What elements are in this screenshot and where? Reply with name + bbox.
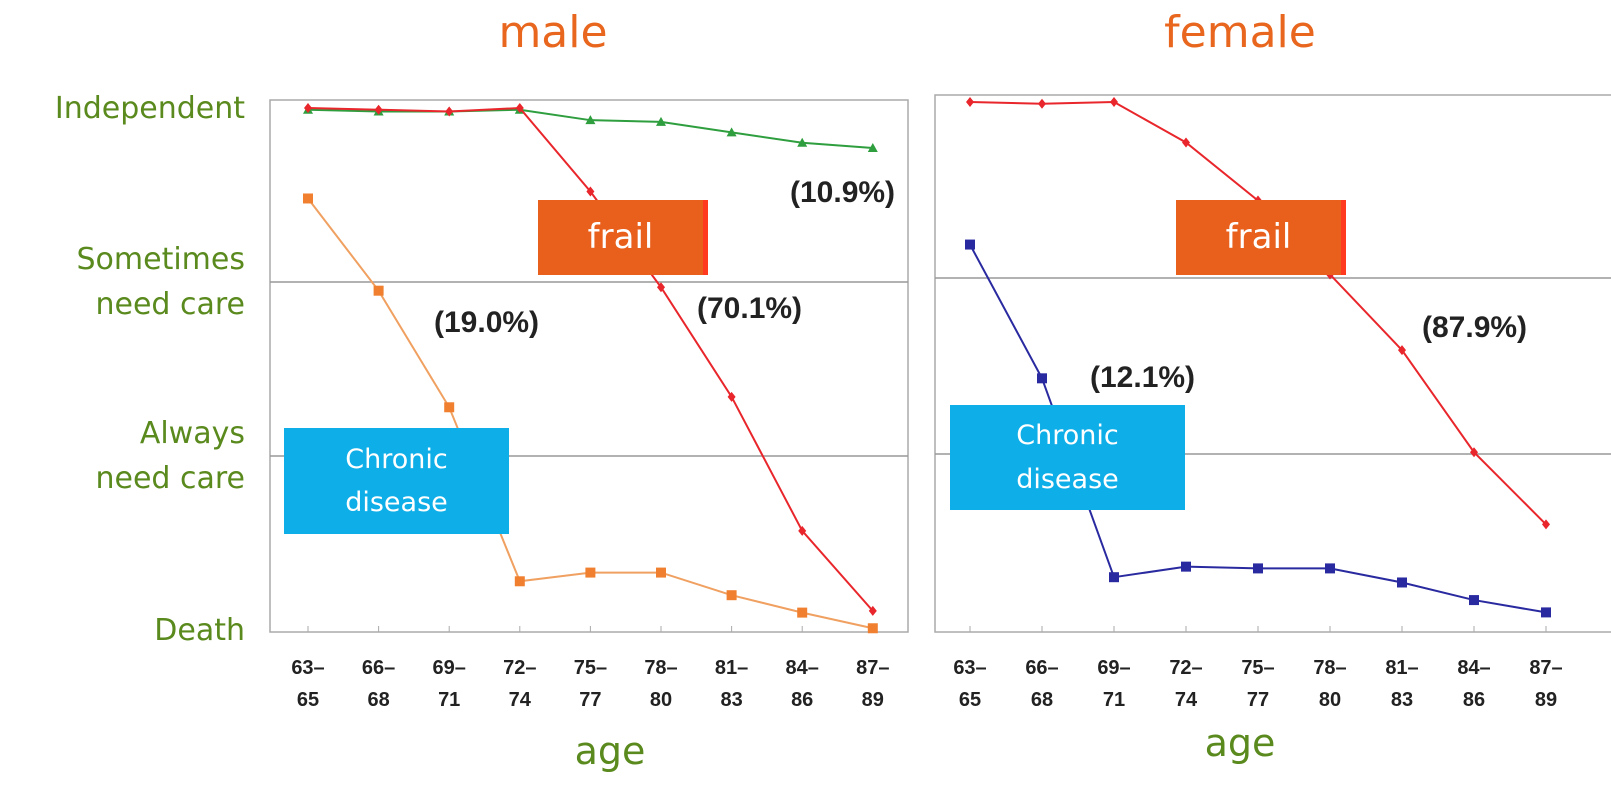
y-tick-label: Sometimes need care xyxy=(76,242,246,322)
point xyxy=(1110,97,1118,107)
x-tick-label: 69–71 xyxy=(1097,657,1131,711)
point xyxy=(868,605,877,616)
annotation: Chronic disease xyxy=(950,405,1185,510)
point xyxy=(867,623,878,634)
point xyxy=(1181,561,1191,572)
point xyxy=(657,282,665,293)
point xyxy=(585,115,596,125)
point xyxy=(1253,563,1263,574)
plot-frame xyxy=(269,99,909,633)
point xyxy=(797,607,808,618)
point xyxy=(867,143,878,153)
point xyxy=(1037,373,1047,384)
x-tick-label: 87–89 xyxy=(1529,657,1563,711)
annotation: (10.9%) xyxy=(790,176,896,209)
x-tick-label: 81–83 xyxy=(714,657,749,711)
point xyxy=(1325,563,1335,574)
y-tick-label: Death xyxy=(154,612,245,648)
point xyxy=(1542,519,1550,530)
chart-title: female xyxy=(1164,7,1316,58)
annotation: frail xyxy=(1176,200,1346,275)
x-tick-label: 81–83 xyxy=(1385,657,1419,711)
x-axis-label: age xyxy=(1204,721,1276,765)
point xyxy=(726,590,737,601)
point xyxy=(1109,572,1119,583)
x-tick-label: 63–65 xyxy=(953,657,987,711)
point xyxy=(445,106,454,117)
annotation: frail xyxy=(538,200,708,275)
annotation: (87.9%) xyxy=(1422,311,1528,344)
x-tick-label: 66–68 xyxy=(361,657,396,711)
point xyxy=(1182,137,1190,148)
point xyxy=(586,186,595,197)
point xyxy=(585,567,596,578)
point xyxy=(965,239,975,250)
point xyxy=(514,576,525,587)
point xyxy=(1541,607,1551,618)
point xyxy=(798,525,807,536)
point xyxy=(303,193,313,204)
annotation: (70.1%) xyxy=(697,292,803,325)
x-tick-label: 75–77 xyxy=(1241,657,1275,711)
x-tick-label: 75–77 xyxy=(573,657,608,711)
x-tick-label: 72–74 xyxy=(1169,657,1203,711)
point xyxy=(1398,345,1406,356)
point xyxy=(515,103,524,113)
chart-title: male xyxy=(498,7,608,58)
point xyxy=(1038,98,1046,109)
y-tick-label: Always need care xyxy=(95,416,245,496)
point xyxy=(373,285,384,296)
y-tick-label: Independent xyxy=(54,90,245,126)
x-tick-label: 84–86 xyxy=(1457,657,1491,711)
point xyxy=(966,97,974,107)
point xyxy=(656,116,666,126)
annotation: Chronic disease xyxy=(284,428,509,534)
point xyxy=(1470,447,1478,458)
annotation: (12.1%) xyxy=(1090,361,1196,394)
point xyxy=(726,127,737,137)
point xyxy=(797,137,808,147)
point xyxy=(727,391,736,402)
point xyxy=(374,104,383,115)
x-tick-label: 66–68 xyxy=(1025,657,1059,711)
x-tick-label: 72–74 xyxy=(503,657,537,711)
x-tick-label: 69–71 xyxy=(432,657,466,711)
point xyxy=(1469,595,1479,606)
annotation: (19.0%) xyxy=(434,306,540,339)
point xyxy=(444,402,455,413)
point xyxy=(656,567,666,578)
point xyxy=(304,103,312,113)
series-line xyxy=(307,106,874,612)
x-tick-label: 63–65 xyxy=(291,657,325,711)
x-tick-label: 84–86 xyxy=(785,657,819,711)
x-axis-label: age xyxy=(574,729,646,773)
x-tick-label: 78–80 xyxy=(1313,657,1347,711)
plot-frame xyxy=(934,94,1611,633)
x-tick-label: 78–80 xyxy=(644,657,678,711)
point xyxy=(1397,577,1407,588)
x-tick-label: 87–89 xyxy=(856,657,890,711)
